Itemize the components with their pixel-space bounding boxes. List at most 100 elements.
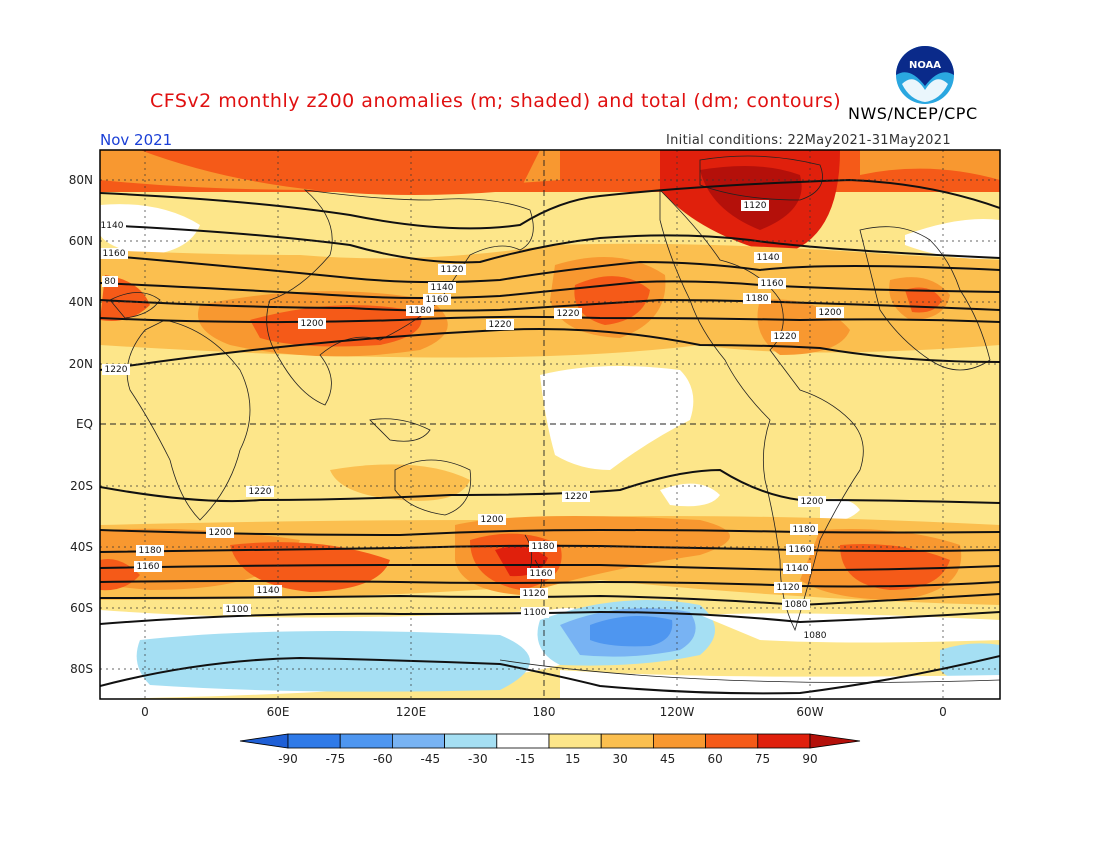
contour-label-bg [520,588,548,599]
longitude-axis: 0 60E 120E 180 120W 60W 0 [141,705,947,719]
height-contours [100,178,1000,695]
contour-label-bg [102,276,118,287]
lat-label: 60N [69,234,93,248]
lon-label: 0 [939,705,947,719]
contour-label-bg [486,319,514,330]
colorbar-swatch [444,733,498,749]
contour-label: 1120 [777,583,800,593]
contour-label: 1220 [774,332,797,342]
contour-label-bg [783,563,811,574]
contour-label-bg [529,541,557,552]
colorbar-swatch [757,733,811,749]
lat-label: 20S [70,479,93,493]
lat-label: 80S [70,662,93,676]
contour-label-bg [134,561,162,572]
contour-label-bg [798,496,826,507]
contour-label-bg [790,524,818,535]
map-frame [99,149,1001,700]
contour-label-bg [782,599,810,610]
colorbar-swatch [600,733,654,749]
noaa-logo-icon: NOAA [896,46,954,104]
contour-label-bg [423,294,451,305]
contour-label: 1220 [489,320,512,330]
contour-label: 1180 [793,525,816,535]
contour-label: 1100 [524,608,547,618]
colorbar-label: -45 [421,752,441,766]
contour-label: 1220 [249,487,272,497]
contour-label: 1160 [426,295,449,305]
lon-label: 120W [660,705,695,719]
lon-label: 180 [533,705,556,719]
contour-label: 1200 [801,497,824,507]
contour-label: 1200 [301,319,324,329]
colorbar-label: -90 [278,752,298,766]
contour-label-bg [254,585,282,596]
contour-label-bg [298,318,326,329]
contour-label-bg [100,248,128,259]
contour-label: 1180 [746,294,769,304]
colorbar-swatch [287,733,341,749]
contour-label: 1160 [103,249,126,259]
contour-label: 1100 [226,605,249,615]
colorbar-label: 90 [802,752,817,766]
contour-label-bg [206,527,234,538]
colorbar-label: 45 [660,752,675,766]
contour-label: 1160 [789,545,812,555]
colorbar-label: -60 [373,752,393,766]
lon-label: 60W [796,705,823,719]
agency-label: NWS/NCEP/CPC [848,104,978,123]
contour-label: 1140 [757,253,780,263]
colorbar-label: -15 [515,752,535,766]
contour-label-bg [478,514,506,525]
colorbar-swatch [548,733,602,749]
contour-label: 1200 [481,515,504,525]
contour-label-bg [136,545,164,556]
contour-label-bg [554,308,582,319]
colorbar-label: 75 [755,752,770,766]
equator-dateline [100,150,1000,699]
contour-label-bg [754,252,782,263]
contour-label: 1220 [565,492,588,502]
contour-label-bg [741,200,769,211]
lat-label: 40N [69,295,93,309]
colorbar-high-arrow [809,733,861,749]
contour-label-bg [438,264,466,275]
colorbar-label: 30 [613,752,628,766]
colorbar-label: -30 [468,752,488,766]
contour-label: 1160 [137,562,160,572]
contour-label: 1140 [786,564,809,574]
contour-label-bg [246,486,274,497]
contour-label-bg [743,293,771,304]
contour-label-bg [786,544,814,555]
lat-label: 80N [69,173,93,187]
lon-label: 120E [396,705,427,719]
latitude-axis: 80N 60N 40N 20N EQ 20S 40S 60S 80S [69,173,93,676]
contour-label: 1220 [557,309,580,319]
contour-label-bg [527,568,555,579]
contour-label: 1180 [532,542,555,552]
contour-label: 1180 [139,546,162,556]
valid-month-label: Nov 2021 [100,131,173,149]
contour-label: 80 [104,277,116,287]
colorbar-low-arrow [239,733,289,749]
contour-label-bg [758,278,786,289]
colorbar-swatch [496,733,550,749]
logo-text: NOAA [909,60,941,71]
contour-label-bg [771,331,799,342]
contour-label: 1140 [101,221,124,231]
lat-label: 60S [70,601,93,615]
colorbar-swatch [391,733,445,749]
lon-label: 0 [141,705,149,719]
contour-label-bg [562,491,590,502]
contour-label-bg [801,630,829,641]
contour-label-bg [98,220,126,231]
contour-label: 1080 [785,600,808,610]
anomaly-shading [100,150,1000,699]
lat-label: 40S [70,540,93,554]
colorbar-swatch [339,733,393,749]
map-title: CFSv2 monthly z200 anomalies (m; shaded)… [150,90,842,112]
contour-label: 1080 [804,631,827,641]
contour-label-bg [521,607,549,618]
contour-label-bg [102,364,130,375]
